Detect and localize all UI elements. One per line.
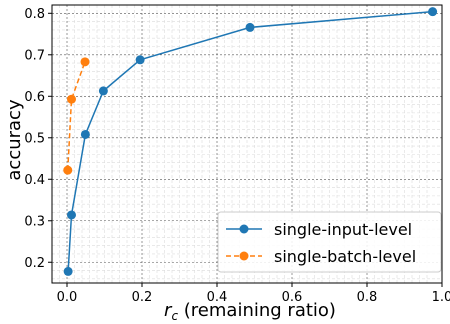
x-axis-label-rest: (remaining ratio) <box>178 300 336 321</box>
data-point-single-input-level <box>63 266 73 276</box>
legend-label-single-input-level: single-input-level <box>274 220 412 239</box>
y-tick-label: 0.2 <box>24 256 45 271</box>
x-tick-label: 0.4 <box>207 290 228 305</box>
series-single-batch-level <box>63 57 90 175</box>
x-tick-label: 1.0 <box>432 290 450 305</box>
legend-label-single-batch-level: single-batch-level <box>274 247 416 266</box>
data-point-single-input-level <box>80 129 90 139</box>
series-single-input-level <box>63 7 438 276</box>
y-tick-label: 0.8 <box>24 7 45 22</box>
legend-box <box>217 211 442 273</box>
data-point-single-batch-level <box>80 57 90 67</box>
y-tick-label: 0.4 <box>24 173 45 188</box>
x-tick-label: 0.6 <box>282 290 303 305</box>
y-tick-label: 0.6 <box>24 90 45 105</box>
data-point-single-batch-level <box>67 94 76 104</box>
x-tick-label: 0.0 <box>57 290 78 305</box>
data-point-single-input-level <box>135 55 145 65</box>
y-tick-label: 0.7 <box>24 48 45 63</box>
y-tick-label: 0.5 <box>24 131 45 146</box>
y-axis-label: accuracy <box>4 99 25 181</box>
x-tick-label: 0.2 <box>132 290 153 305</box>
x-axis-label-var: r <box>164 300 173 321</box>
x-axis-label: rc (remaining ratio) <box>164 300 336 323</box>
x-tick-label: 0.8 <box>357 290 378 305</box>
x-axis-label-sub: c <box>171 309 178 323</box>
legend-entry-single-batch-level: single-batch-level <box>226 247 416 266</box>
legend-entry-single-input-level: single-input-level <box>226 220 412 239</box>
legend: single-input-level single-batch-level <box>217 211 442 273</box>
series-layer <box>63 7 438 276</box>
data-point-single-input-level <box>98 86 108 96</box>
series-line-single-batch-level <box>67 61 86 171</box>
ticks-layer <box>48 12 443 287</box>
data-point-single-batch-level <box>63 165 73 175</box>
legend-marker-single-batch-level <box>239 251 249 261</box>
data-point-single-input-level <box>67 210 76 220</box>
plot-frame <box>51 4 443 284</box>
data-point-single-input-level <box>245 22 255 32</box>
data-point-single-input-level <box>428 7 438 17</box>
y-tick-label: 0.3 <box>24 214 45 229</box>
tick-labels-layer: 0.0 0.2 0.4 0.6 0.8 1.0 0.2 0.3 0.4 0.5 0.6 0.7 0.8 <box>24 7 450 305</box>
legend-marker-single-input-level <box>239 224 249 234</box>
